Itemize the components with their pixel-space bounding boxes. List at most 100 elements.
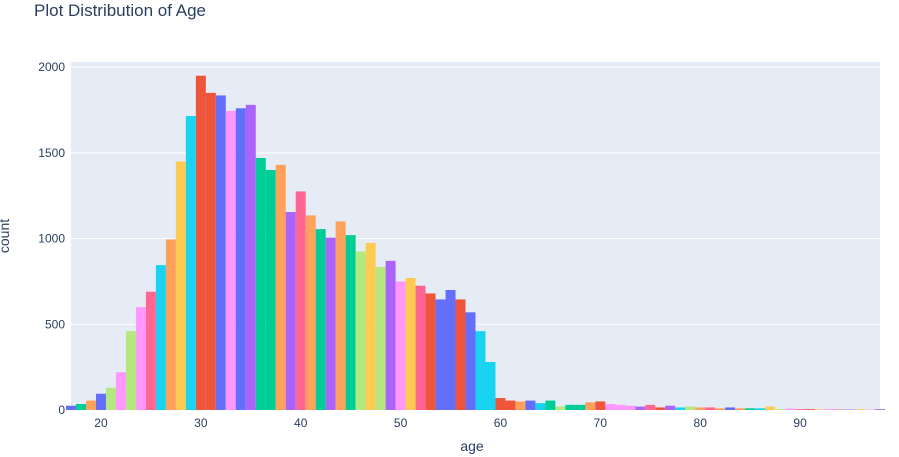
- x-tick-label: 20: [94, 416, 108, 430]
- bar-age-93[interactable]: [825, 409, 836, 410]
- bar-age-74[interactable]: [635, 406, 646, 410]
- bar-age-39[interactable]: [285, 212, 296, 410]
- x-tick-label: 70: [594, 416, 608, 430]
- y-tick-label: 500: [45, 317, 65, 331]
- bar-age-49[interactable]: [385, 260, 396, 410]
- x-tick-label: 60: [494, 416, 508, 430]
- x-tick-label: 90: [793, 416, 807, 430]
- bar-age-66[interactable]: [555, 406, 566, 410]
- bar-age-21[interactable]: [105, 387, 116, 410]
- y-tick-label: 1000: [38, 232, 65, 246]
- bar-age-78[interactable]: [675, 407, 686, 410]
- bar-age-27[interactable]: [165, 239, 176, 410]
- y-axis-title: count: [0, 219, 12, 253]
- bar-age-87[interactable]: [765, 406, 776, 410]
- bar-age-52[interactable]: [415, 285, 426, 410]
- bar-age-35[interactable]: [245, 104, 256, 411]
- bar-age-85[interactable]: [745, 408, 756, 410]
- x-tick-label: 30: [194, 416, 208, 430]
- bar-age-96[interactable]: [855, 409, 866, 410]
- bar-age-58[interactable]: [475, 331, 486, 410]
- bar-age-17[interactable]: [66, 405, 76, 410]
- bar-age-53[interactable]: [425, 293, 436, 410]
- bar-age-19[interactable]: [85, 400, 96, 410]
- bar-age-92[interactable]: [815, 409, 826, 410]
- bar-age-86[interactable]: [755, 408, 766, 410]
- y-tick-label: 2000: [38, 60, 65, 74]
- bar-age-55[interactable]: [445, 290, 456, 410]
- bar-age-23[interactable]: [125, 331, 136, 410]
- bar-age-54[interactable]: [435, 299, 446, 410]
- bar-age-22[interactable]: [115, 372, 126, 410]
- bar-age-75[interactable]: [645, 404, 656, 410]
- bar-age-91[interactable]: [805, 409, 816, 410]
- bar-age-47[interactable]: [365, 242, 376, 410]
- bar-age-59[interactable]: [485, 362, 496, 410]
- bar-age-60[interactable]: [495, 398, 506, 410]
- bar-age-43[interactable]: [325, 237, 336, 410]
- bar-age-64[interactable]: [535, 403, 546, 410]
- bar-age-44[interactable]: [335, 221, 346, 410]
- bar-age-70[interactable]: [595, 401, 606, 410]
- y-tick-label: 1500: [38, 146, 65, 160]
- bar-age-65[interactable]: [545, 400, 556, 410]
- bar-age-40[interactable]: [295, 191, 306, 410]
- bar-age-33[interactable]: [225, 110, 236, 411]
- bar-age-25[interactable]: [145, 291, 156, 410]
- bar-age-84[interactable]: [735, 408, 746, 410]
- bar-age-26[interactable]: [155, 265, 166, 410]
- bar-age-61[interactable]: [505, 400, 516, 410]
- y-axis-ticks: 0 500 1000 1500 2000: [38, 60, 65, 417]
- bar-age-71[interactable]: [605, 404, 616, 410]
- bar-age-81[interactable]: [705, 407, 716, 410]
- bar-age-32[interactable]: [215, 95, 226, 411]
- bar-age-50[interactable]: [395, 281, 406, 410]
- bar-age-57[interactable]: [465, 312, 476, 410]
- bars: [66, 75, 885, 411]
- bar-age-46[interactable]: [355, 251, 366, 410]
- bar-age-80[interactable]: [695, 407, 706, 410]
- bar-age-45[interactable]: [345, 235, 356, 410]
- bar-age-18[interactable]: [75, 404, 86, 410]
- bar-age-67[interactable]: [565, 404, 576, 410]
- bar-age-79[interactable]: [685, 406, 696, 410]
- x-axis-title: age: [460, 438, 484, 454]
- bar-age-83[interactable]: [725, 407, 736, 410]
- bar-age-36[interactable]: [255, 158, 266, 410]
- bar-age-48[interactable]: [375, 266, 386, 410]
- bar-age-90[interactable]: [795, 409, 806, 410]
- bar-age-82[interactable]: [715, 408, 726, 410]
- bar-age-20[interactable]: [95, 393, 106, 410]
- bar-age-38[interactable]: [275, 164, 286, 410]
- bar-age-42[interactable]: [315, 229, 326, 410]
- bar-age-98[interactable]: [875, 409, 885, 410]
- bar-age-56[interactable]: [455, 299, 466, 410]
- bar-age-88[interactable]: [775, 409, 786, 410]
- x-tick-label: 80: [694, 416, 708, 430]
- bar-age-73[interactable]: [625, 405, 636, 410]
- bar-age-62[interactable]: [515, 401, 526, 410]
- bar-age-34[interactable]: [235, 108, 246, 410]
- x-axis-ticks: 20 30 40 50 60 70 80 90: [94, 416, 807, 430]
- bar-age-76[interactable]: [655, 407, 666, 410]
- y-tick-label: 0: [58, 403, 65, 417]
- bar-age-24[interactable]: [135, 307, 146, 410]
- chart-title: Plot Distribution of Age: [34, 1, 206, 20]
- bar-age-68[interactable]: [575, 404, 586, 410]
- bar-age-89[interactable]: [785, 408, 796, 410]
- bar-age-31[interactable]: [205, 92, 216, 411]
- bar-age-41[interactable]: [305, 215, 316, 410]
- bar-age-37[interactable]: [265, 170, 276, 410]
- bar-age-72[interactable]: [615, 404, 626, 410]
- bar-age-51[interactable]: [405, 278, 416, 410]
- bar-age-29[interactable]: [185, 116, 196, 410]
- bar-age-63[interactable]: [525, 400, 536, 410]
- bar-age-69[interactable]: [585, 402, 596, 410]
- bar-age-94[interactable]: [835, 409, 846, 410]
- bar-age-77[interactable]: [665, 405, 676, 410]
- bar-age-30[interactable]: [195, 75, 206, 411]
- x-tick-label: 40: [294, 416, 308, 430]
- x-tick-label: 50: [394, 416, 408, 430]
- bar-age-28[interactable]: [175, 161, 186, 410]
